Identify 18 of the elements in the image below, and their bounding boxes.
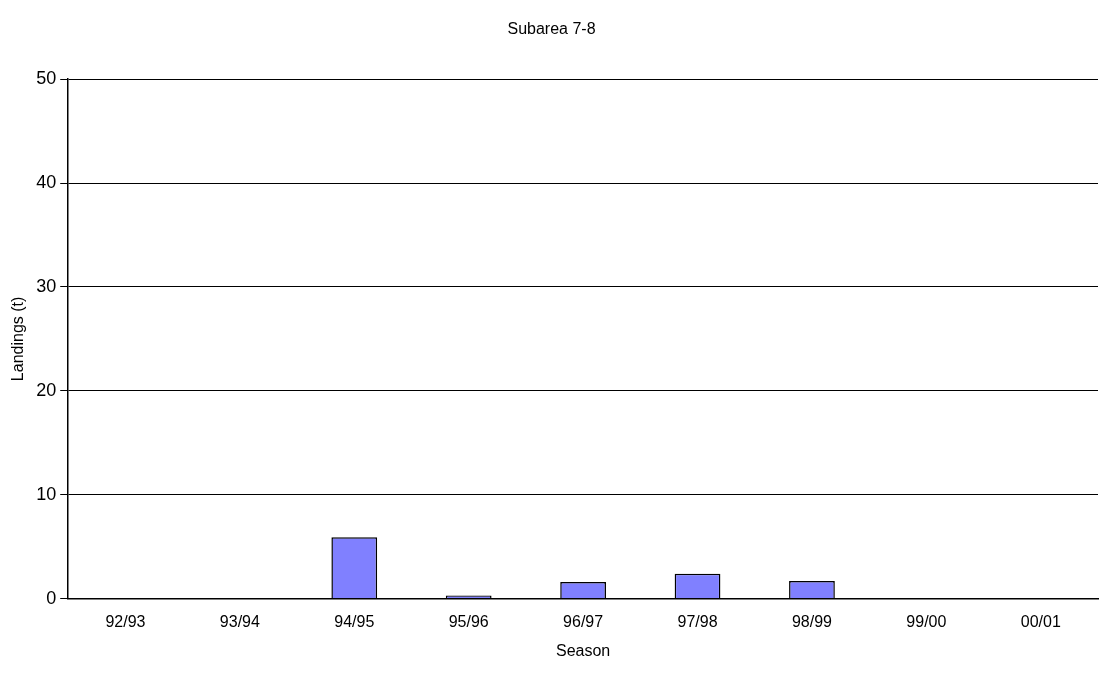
x-tick-label: 00/01 [1020, 612, 1061, 630]
y-tick-label: 20 [36, 379, 57, 400]
y-tick-label: 30 [36, 275, 57, 296]
x-tick-label: 92/93 [105, 612, 146, 630]
y-tick-label: 10 [36, 483, 57, 504]
x-tick-label: 94/95 [334, 612, 375, 630]
y-tick-label: 40 [36, 172, 57, 193]
y-tick-label: 0 [46, 587, 57, 608]
x-tick-label: 99/00 [906, 612, 947, 630]
x-tick-label: 93/94 [219, 612, 260, 630]
x-tick-label: 97/98 [677, 612, 718, 630]
y-axis-title: Landings (t) [9, 296, 27, 382]
chart-title: Subarea 7-8 [507, 20, 596, 38]
x-axis-title: Season [555, 641, 611, 659]
y-tick-label: 50 [36, 68, 57, 89]
x-tick-label: 98/99 [791, 612, 833, 630]
x-tick-label: 95/96 [448, 612, 489, 630]
x-tick-label: 96/97 [563, 612, 604, 630]
